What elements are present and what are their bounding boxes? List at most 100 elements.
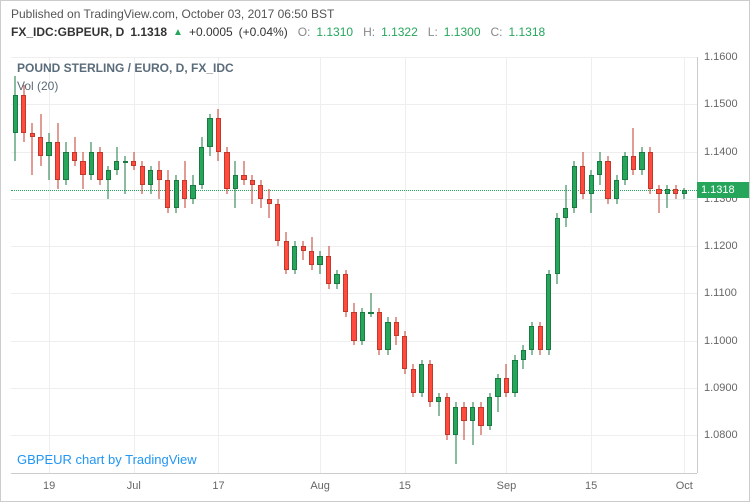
candle <box>495 57 500 473</box>
candle <box>317 57 322 473</box>
candle <box>63 57 68 473</box>
candle <box>157 57 162 473</box>
close-label: C: <box>491 25 503 39</box>
candle <box>385 57 390 473</box>
y-tick-label: 1.1100 <box>704 287 737 299</box>
candle <box>402 57 407 473</box>
candle <box>639 57 644 473</box>
candle <box>46 57 51 473</box>
candle <box>140 57 145 473</box>
candle <box>38 57 43 473</box>
candle <box>605 57 610 473</box>
candle <box>377 57 382 473</box>
candle <box>309 57 314 473</box>
publish-info: Published on TradingView.com, October 03… <box>1 1 749 23</box>
candle <box>21 57 26 473</box>
candle <box>326 57 331 473</box>
candle <box>207 57 212 473</box>
y-tick-label: 1.0800 <box>704 429 738 441</box>
candle <box>656 57 661 473</box>
y-tick-label: 1.1500 <box>704 98 738 110</box>
candle <box>233 57 238 473</box>
candle <box>648 57 653 473</box>
close-value: 1.1318 <box>509 25 546 39</box>
candle <box>428 57 433 473</box>
candle <box>97 57 102 473</box>
candle <box>72 57 77 473</box>
candle <box>546 57 551 473</box>
y-tick-label: 1.1000 <box>704 335 738 347</box>
candle <box>224 57 229 473</box>
candle <box>275 57 280 473</box>
x-tick-label: Aug <box>310 480 330 492</box>
candle <box>572 57 577 473</box>
candle <box>563 57 568 473</box>
candle <box>80 57 85 473</box>
candle <box>673 57 678 473</box>
candle <box>55 57 60 473</box>
candle <box>89 57 94 473</box>
x-tick-label: Jul <box>127 480 141 492</box>
candle <box>512 57 517 473</box>
candle <box>580 57 585 473</box>
candle <box>622 57 627 473</box>
candle <box>190 57 195 473</box>
attribution-link[interactable]: GBPEUR chart by TradingView <box>17 452 197 467</box>
ticker-row: FX_IDC:GBPEUR, D 1.1318 ▲ +0.0005 (+0.04… <box>1 23 749 43</box>
x-tick-label: 15 <box>399 480 411 492</box>
candle <box>13 57 18 473</box>
candle <box>538 57 543 473</box>
candle <box>394 57 399 473</box>
candle <box>461 57 466 473</box>
candle <box>351 57 356 473</box>
candle <box>106 57 111 473</box>
chart-container: Published on TradingView.com, October 03… <box>0 0 750 502</box>
candle <box>182 57 187 473</box>
price-change-pct: (+0.04%) <box>239 25 288 39</box>
candle <box>368 57 373 473</box>
candle <box>114 57 119 473</box>
high-value: 1.1322 <box>381 25 418 39</box>
candle <box>419 57 424 473</box>
candle <box>470 57 475 473</box>
candle <box>360 57 365 473</box>
candle <box>334 57 339 473</box>
x-axis: 19Jul17Aug15Sep15Oct <box>11 473 697 501</box>
low-value: 1.1300 <box>444 25 481 39</box>
y-tick-label: 1.0900 <box>704 382 738 394</box>
x-tick-label: Oct <box>676 480 693 492</box>
candle <box>521 57 526 473</box>
candle <box>453 57 458 473</box>
candle <box>292 57 297 473</box>
candle <box>301 57 306 473</box>
high-label: H: <box>363 25 375 39</box>
candle <box>199 57 204 473</box>
last-price-label: 1.1318 <box>697 182 749 198</box>
candlestick-chart[interactable] <box>11 57 697 473</box>
candle <box>411 57 416 473</box>
candle <box>504 57 509 473</box>
candle <box>30 57 35 473</box>
x-tick-label: 19 <box>43 480 55 492</box>
price-change: +0.0005 <box>189 25 233 39</box>
open-label: O: <box>298 25 311 39</box>
candle <box>445 57 450 473</box>
low-label: L: <box>428 25 438 39</box>
candle <box>258 57 263 473</box>
candle <box>529 57 534 473</box>
candle <box>487 57 492 473</box>
candle <box>555 57 560 473</box>
candle <box>131 57 136 473</box>
candle <box>250 57 255 473</box>
volume-label: Vol (20) <box>17 79 58 93</box>
candle <box>216 57 221 473</box>
y-tick-label: 1.1400 <box>704 146 738 158</box>
ticker-symbol: FX_IDC:GBPEUR, D <box>11 25 124 39</box>
chart-title: POUND STERLING / EURO, D, FX_IDC <box>17 61 234 75</box>
candle <box>682 57 687 473</box>
x-tick-label: 17 <box>212 480 224 492</box>
candle <box>597 57 602 473</box>
candle <box>343 57 348 473</box>
candle <box>284 57 289 473</box>
arrow-up-icon: ▲ <box>173 27 183 38</box>
